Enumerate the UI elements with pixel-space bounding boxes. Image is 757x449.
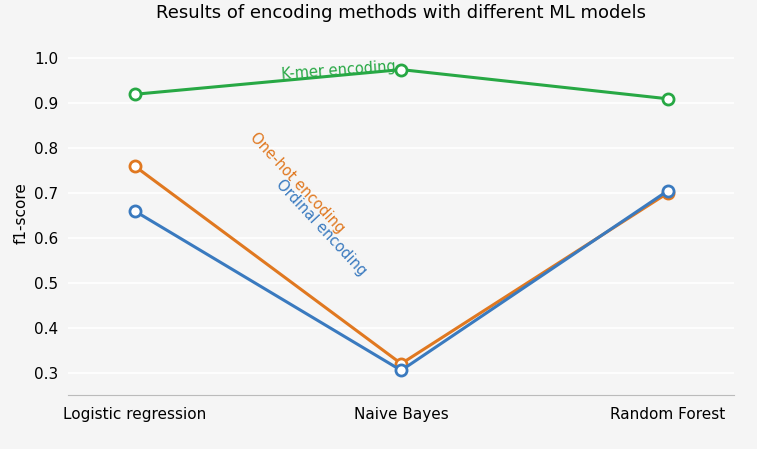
Y-axis label: f1-score: f1-score <box>14 182 29 244</box>
Text: K-mer encoding: K-mer encoding <box>282 59 397 82</box>
Text: Ordinal encoding: Ordinal encoding <box>273 176 369 278</box>
Text: One-hot encoding: One-hot encoding <box>247 129 347 236</box>
Title: Results of encoding methods with different ML models: Results of encoding methods with differe… <box>156 4 646 22</box>
